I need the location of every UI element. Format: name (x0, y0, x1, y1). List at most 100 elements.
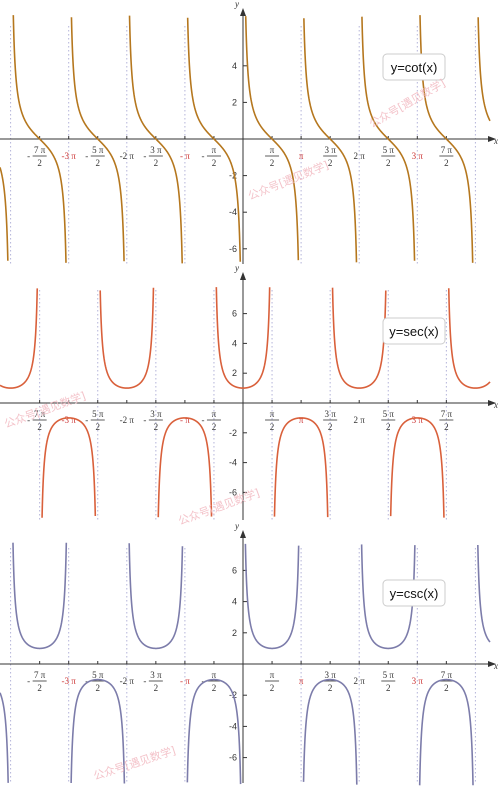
x-tick-label: π2 (265, 670, 280, 693)
svg-text:2: 2 (37, 422, 42, 432)
svg-text:3 π: 3 π (412, 676, 424, 686)
x-tick-label: 3 π 2- (143, 670, 163, 693)
watermark-text: 公众号[遇见数学] (92, 743, 178, 783)
svg-text:-: - (201, 151, 204, 161)
svg-text:2: 2 (154, 422, 159, 432)
svg-text:5 π: 5 π (92, 145, 104, 155)
x-tick-label: 3 π (412, 151, 424, 161)
svg-text:π: π (270, 145, 275, 155)
y-tick-label: -4 (229, 458, 237, 468)
x-tick-label: 5 π2 (381, 409, 396, 432)
y-axis-label: y (234, 0, 239, 9)
svg-text:3 π: 3 π (150, 145, 162, 155)
y-tick-label: 2 (232, 97, 237, 107)
x-tick-label: π2 (265, 409, 280, 432)
svg-text:3 π: 3 π (325, 670, 337, 680)
svg-text:3 π: 3 π (325, 145, 337, 155)
svg-text:-: - (143, 151, 146, 161)
svg-text:-: - (201, 415, 204, 425)
svg-text:-2 π: -2 π (120, 676, 135, 686)
svg-text:2: 2 (444, 158, 449, 168)
svg-text:3 π: 3 π (412, 415, 424, 425)
svg-text:2: 2 (154, 158, 159, 168)
x-tick-label: π2 (265, 145, 280, 168)
svg-text:- π: - π (180, 415, 190, 425)
svg-text:2: 2 (37, 683, 42, 693)
svg-text:2: 2 (444, 683, 449, 693)
svg-text:2: 2 (37, 158, 42, 168)
y-tick-label: 6 (232, 565, 237, 575)
series-line-cot (0, 15, 491, 264)
svg-text:- π: - π (180, 151, 190, 161)
svg-text:π: π (212, 409, 217, 419)
x-tick-label: 2 π (354, 415, 366, 425)
y-tick-label: 2 (232, 628, 237, 638)
x-tick-label: 7 π2 (439, 145, 454, 168)
y-axis-label: y (234, 263, 239, 273)
y-tick-label: 4 (232, 61, 237, 71)
svg-text:-: - (27, 676, 30, 686)
svg-text:2: 2 (96, 422, 101, 432)
svg-text:3 π: 3 π (412, 151, 424, 161)
y-tick-label: 4 (232, 338, 237, 348)
svg-text:2 π: 2 π (354, 151, 366, 161)
svg-text:2: 2 (270, 422, 275, 432)
y-tick-label: -4 (229, 207, 237, 217)
x-tick-label: - π (180, 676, 190, 686)
x-tick-label: 5 π2 (381, 145, 396, 168)
svg-text:-: - (201, 676, 204, 686)
legend: y=sec(x) (382, 317, 446, 345)
svg-text:2: 2 (154, 683, 159, 693)
x-tick-label: 5 π 2- (85, 409, 105, 432)
svg-text:-2 π: -2 π (120, 415, 135, 425)
x-tick-label: 3 π (412, 415, 424, 425)
x-tick-label: 7 π2 (439, 409, 454, 432)
svg-text:2: 2 (212, 422, 217, 432)
x-tick-label: π (299, 676, 304, 686)
svg-text:2: 2 (386, 683, 391, 693)
x-tick-label: π (299, 415, 304, 425)
x-tick-label: 5 π 2- (85, 670, 105, 693)
svg-text:5 π: 5 π (92, 409, 104, 419)
svg-text:2: 2 (386, 422, 391, 432)
svg-text:-: - (143, 676, 146, 686)
x-tick-label: 2 π (354, 676, 366, 686)
svg-text:7 π: 7 π (441, 409, 453, 419)
x-tick-label: -3 π (62, 151, 77, 161)
svg-text:2: 2 (328, 422, 333, 432)
svg-text:2: 2 (212, 683, 217, 693)
svg-text:7 π: 7 π (441, 670, 453, 680)
svg-text:-: - (27, 415, 30, 425)
x-tick-label: π 2- (201, 670, 221, 693)
svg-text:2: 2 (96, 158, 101, 168)
svg-text:2: 2 (96, 683, 101, 693)
svg-text:2 π: 2 π (354, 676, 366, 686)
x-tick-label: 3 π2 (323, 670, 338, 693)
y-tick-label: -2 (229, 428, 237, 438)
svg-text:3 π: 3 π (325, 409, 337, 419)
svg-text:3 π: 3 π (150, 409, 162, 419)
svg-text:π: π (270, 670, 275, 680)
svg-text:2: 2 (270, 683, 275, 693)
svg-text:π: π (299, 151, 304, 161)
svg-text:7 π: 7 π (34, 145, 46, 155)
svg-text:π: π (299, 676, 304, 686)
svg-text:7 π: 7 π (34, 670, 46, 680)
y-axis-label: y (234, 521, 239, 531)
svg-text:3 π: 3 π (150, 670, 162, 680)
y-tick-label: -2 (229, 171, 237, 181)
x-axis-label: x (493, 400, 498, 410)
watermark-text: 公众号[遇见数学] (367, 76, 448, 131)
svg-text:- π: - π (180, 676, 190, 686)
svg-text:2: 2 (328, 683, 333, 693)
x-axis-arrow (488, 400, 496, 406)
svg-text:-3 π: -3 π (62, 676, 77, 686)
x-tick-label: -3 π (62, 415, 77, 425)
x-tick-label: 3 π2 (323, 145, 338, 168)
legend: y=csc(x) (382, 579, 446, 607)
svg-text:-: - (85, 415, 88, 425)
x-tick-label: 3 π (412, 676, 424, 686)
